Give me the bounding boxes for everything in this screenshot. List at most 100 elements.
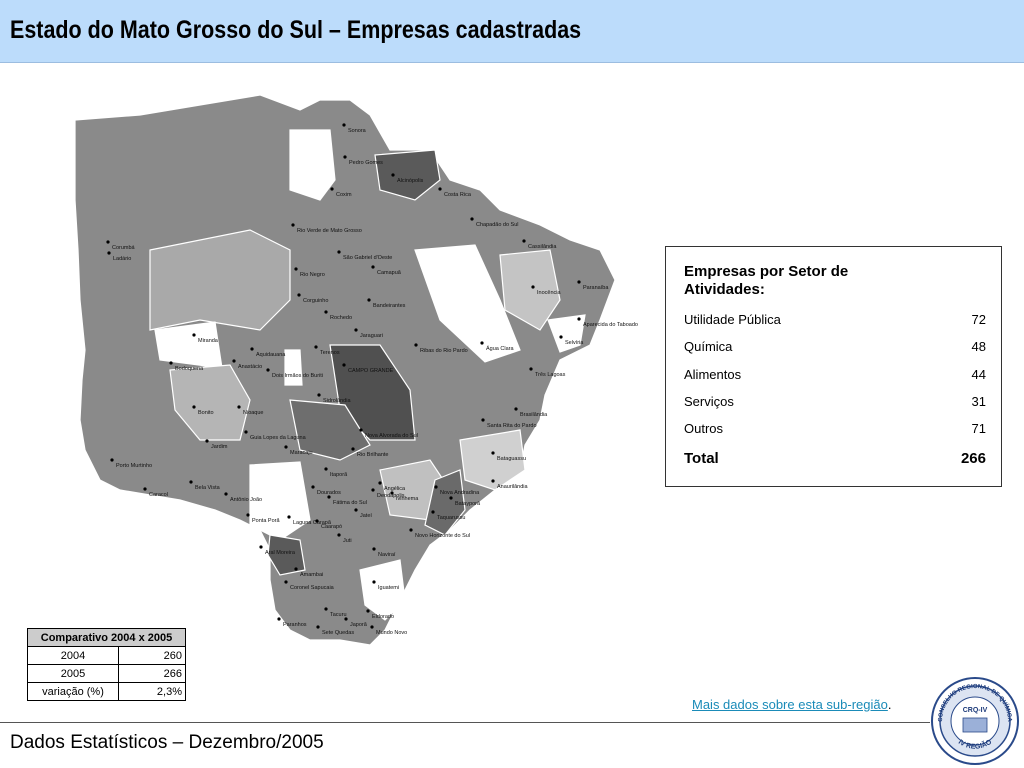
town-label: Selvíria [565,340,584,346]
sector-value: 72 [971,312,986,327]
sector-value: 31 [971,393,986,409]
town-label: Maracaju [290,450,313,456]
town-dot [259,545,263,549]
town-label: Camapuã [377,270,402,276]
town-dot [371,488,375,492]
town-dot [359,428,363,432]
town-label: Caarapó [321,524,342,530]
sector-value: 71 [971,421,986,437]
town-label: Amambai [300,572,323,578]
sub-region-link[interactable]: Mais dados sobre esta sub-região [692,697,888,712]
sector-row: Serviços 31 [684,394,986,409]
town-label: Iguatemi [378,585,399,591]
town-label: Fátima do Sul [333,500,367,506]
sector-name: Serviços [684,393,734,409]
town-label: Deodápolis [377,493,405,499]
town-label: Jardim [211,444,228,450]
title: Estado do Mato Grosso do Sul – Empresas … [10,16,582,44]
town-dot [514,407,518,411]
town-label: Rochedo [330,315,352,321]
town-label: Bandeirantes [373,303,406,309]
town-label: Cassilândia [528,244,557,250]
town-dot [378,481,382,485]
town-dot [577,317,581,321]
town-label: Dois Irmãos do Buriti [272,373,323,379]
town-label: Coronel Sapucaia [290,585,335,591]
town-dot [277,617,281,621]
town-label: Ponta Porã [252,518,280,524]
town-label: Aparecida do Taboado [583,322,638,328]
town-dot [337,533,341,537]
town-label: Nova Andradina [440,490,480,496]
comparison-value: 260 [118,646,186,665]
footer-rule [0,722,930,723]
town-dot [367,298,371,302]
town-label: Água Clara [486,345,514,352]
town-dot [343,155,347,159]
sector-row: Outros 71 [684,421,986,436]
regions [74,94,616,646]
town-label: Nova Alvorada do Sul [365,433,418,439]
town-label: Paranaíba [583,285,609,291]
town-label: Pedro Gomes [349,160,383,166]
sector-row: Química 48 [684,339,986,354]
town-label: Batayporã [455,501,481,507]
town-label: Ladário [113,256,131,262]
town-dot [224,492,228,496]
header: Estado do Mato Grosso do Sul – Empresas … [0,0,1024,63]
town-label: Três Lagoas [535,372,566,378]
town-dot [330,187,334,191]
comparison-value: 2,3% [118,682,186,701]
town-dot [559,335,563,339]
town-label: Antônio João [230,497,262,503]
town-label: Paranhos [283,622,307,628]
town-label: Angélica [384,486,406,492]
town-label: Rio Verde de Mato Grosso [297,228,362,234]
town-dot [311,485,315,489]
sector-total-row: Total 266 [684,450,986,467]
town-dot [372,580,376,584]
town-dot [354,328,358,332]
town-dot [491,451,495,455]
town-dot [324,310,328,314]
town-dot [192,333,196,337]
town-dot [431,510,435,514]
town-label: Eldorado [372,614,394,620]
town-dot [531,285,535,289]
town-dot [370,625,374,629]
town-dot [205,439,209,443]
town-label: Alcinópolis [397,178,424,184]
sector-name: Outros [684,421,724,437]
town-dot [110,458,114,462]
total-label: Total [684,450,719,467]
town-label: Taquarussu [437,515,465,521]
town-label: Terenos [320,350,340,356]
town-label: Naviraí [378,552,396,558]
town-dot [294,567,298,571]
sector-value: 44 [971,366,986,382]
town-label: Costa Rica [444,192,472,198]
town-dot [371,265,375,269]
town-label: Ivinhema [396,496,419,502]
town-label: Corumbá [112,245,136,251]
logo-name: CRQ-IV [963,707,988,714]
comparison-value: 266 [118,664,186,683]
town-dot [294,267,298,271]
sector-row: Alimentos 44 [684,367,986,382]
town-label: Bela Vista [195,485,221,491]
town-dot [434,485,438,489]
town-label: Bodoquena [175,366,204,372]
town-label: Santa Rita do Pardo [487,423,537,429]
town-dot [522,239,526,243]
sector-name: Química [684,339,733,355]
town-dot [106,240,110,244]
town-dot [354,508,358,512]
town-label: Aquidauana [256,352,286,358]
town-label: Aral Moreira [265,550,296,556]
town-label: Juti [343,538,352,544]
town-label: Laguna Carapã [293,520,332,526]
link-suffix: . [887,697,892,712]
town-label: Corguinho [303,298,328,304]
town-dot [324,467,328,471]
